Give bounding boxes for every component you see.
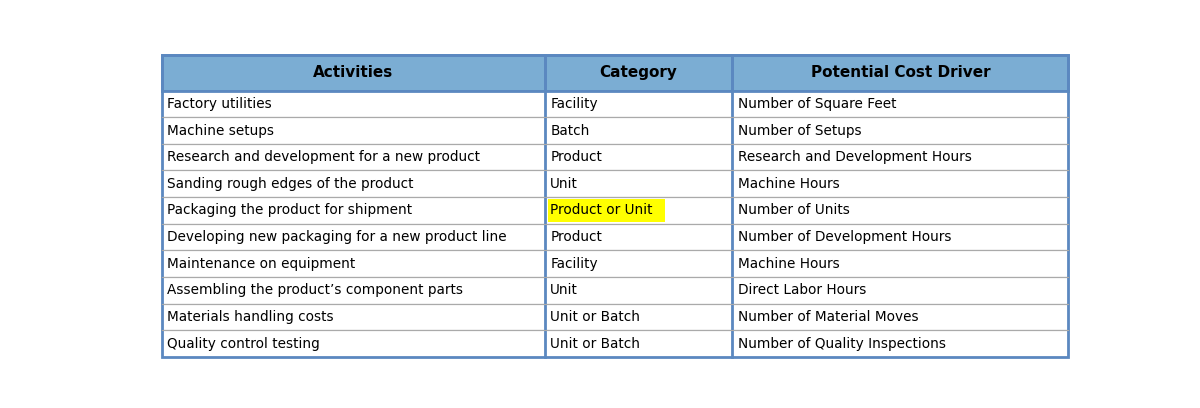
- Text: Factory utilities: Factory utilities: [167, 97, 272, 111]
- Text: Maintenance on equipment: Maintenance on equipment: [167, 257, 355, 271]
- Bar: [545, 91, 732, 117]
- Bar: [545, 224, 732, 251]
- Bar: [732, 277, 1068, 304]
- Bar: [545, 117, 732, 144]
- Bar: [545, 251, 732, 277]
- Bar: [545, 330, 732, 357]
- Bar: [162, 224, 545, 251]
- Bar: [732, 304, 1068, 330]
- Text: Research and development for a new product: Research and development for a new produ…: [167, 150, 480, 164]
- Text: Direct Labor Hours: Direct Labor Hours: [738, 283, 866, 297]
- Text: Packaging the product for shipment: Packaging the product for shipment: [167, 204, 413, 217]
- Text: Number of Development Hours: Number of Development Hours: [738, 230, 952, 244]
- Bar: [162, 91, 545, 117]
- Text: Quality control testing: Quality control testing: [167, 337, 320, 350]
- Text: Number of Units: Number of Units: [738, 204, 850, 217]
- Bar: [732, 91, 1068, 117]
- Bar: [545, 304, 732, 330]
- Bar: [732, 224, 1068, 251]
- Bar: [732, 55, 1068, 91]
- Text: Machine setups: Machine setups: [167, 124, 275, 137]
- Text: Product: Product: [551, 230, 602, 244]
- Bar: [545, 55, 732, 91]
- Bar: [162, 304, 545, 330]
- Bar: [732, 251, 1068, 277]
- Text: Activities: Activities: [313, 65, 394, 80]
- Bar: [545, 171, 732, 197]
- Text: Unit: Unit: [551, 177, 578, 191]
- Text: Number of Material Moves: Number of Material Moves: [738, 310, 918, 324]
- Bar: [162, 251, 545, 277]
- Text: Machine Hours: Machine Hours: [738, 177, 840, 191]
- Bar: [548, 199, 665, 222]
- Text: Assembling the product’s component parts: Assembling the product’s component parts: [167, 283, 463, 297]
- Text: Number of Quality Inspections: Number of Quality Inspections: [738, 337, 946, 350]
- Text: Developing new packaging for a new product line: Developing new packaging for a new produ…: [167, 230, 506, 244]
- Text: Potential Cost Driver: Potential Cost Driver: [810, 65, 990, 80]
- Bar: [545, 277, 732, 304]
- Text: Machine Hours: Machine Hours: [738, 257, 840, 271]
- Bar: [732, 330, 1068, 357]
- Bar: [162, 144, 545, 171]
- Text: Research and Development Hours: Research and Development Hours: [738, 150, 972, 164]
- Text: Unit: Unit: [551, 283, 578, 297]
- Bar: [732, 171, 1068, 197]
- Text: Materials handling costs: Materials handling costs: [167, 310, 334, 324]
- Text: Number of Setups: Number of Setups: [738, 124, 862, 137]
- Text: Product: Product: [551, 150, 602, 164]
- Text: Number of Square Feet: Number of Square Feet: [738, 97, 896, 111]
- Text: Unit or Batch: Unit or Batch: [551, 310, 641, 324]
- Text: Facility: Facility: [551, 97, 598, 111]
- Text: Unit or Batch: Unit or Batch: [551, 337, 641, 350]
- Bar: [162, 117, 545, 144]
- Bar: [162, 330, 545, 357]
- Text: Product or Unit: Product or Unit: [551, 204, 653, 217]
- Bar: [545, 197, 732, 224]
- Bar: [545, 144, 732, 171]
- Text: Sanding rough edges of the product: Sanding rough edges of the product: [167, 177, 414, 191]
- Bar: [732, 197, 1068, 224]
- Bar: [162, 277, 545, 304]
- Text: Category: Category: [600, 65, 677, 80]
- Bar: [162, 55, 545, 91]
- Bar: [162, 171, 545, 197]
- Text: Facility: Facility: [551, 257, 598, 271]
- Bar: [732, 144, 1068, 171]
- Text: Batch: Batch: [551, 124, 589, 137]
- Bar: [732, 117, 1068, 144]
- Bar: [162, 197, 545, 224]
